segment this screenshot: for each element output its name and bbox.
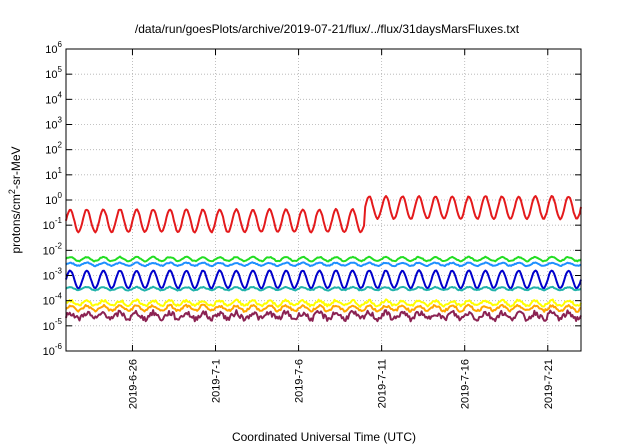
y-tick-label: 10-4 [43,292,63,308]
y-tick-label: 10-2 [43,241,63,257]
x-axis-label: Coordinated Universal Time (UTC) [232,430,416,444]
y-tick-label: 106 [45,40,62,56]
flux-series-line [65,285,582,292]
flux-series-line [65,261,582,268]
y-tick-label: 101 [45,166,62,182]
y-tick-label: 104 [45,90,62,106]
y-tick-label: 100 [45,191,62,207]
flux-series-line [65,298,582,308]
y-axis-ticks: 10-6 10-5 10-4 10-3 10-2 10-1 100 101 102 103 104 1… [43,40,581,358]
flux-series-line [65,195,582,234]
y-tick-label: 10-1 [43,216,63,232]
y-tick-label: 10-3 [43,267,63,283]
y-tick-label: 103 [45,116,62,132]
x-tick-label: 2019-7-6 [294,359,306,403]
flux-series-line [65,255,582,263]
flux-series-line [65,303,582,313]
y-tick-label: 10-6 [43,342,63,358]
y-tick-label: 105 [45,65,62,81]
grid-lines [66,49,581,351]
flux-series-line [65,269,582,290]
series-layer [65,195,582,323]
x-axis-ticks: 2019-6-26 2019-7-1 2019-7-6 2019-7-11 2019-7… [127,49,555,409]
y-axis-label: protons/cm2-sr-MeV [7,146,23,253]
x-tick-label: 2019-7-16 [460,359,472,409]
y-tick-label: 10-5 [43,317,63,333]
x-tick-label: 2019-7-21 [543,359,555,409]
x-tick-label: 2019-7-1 [211,359,223,403]
x-tick-label: 2019-7-11 [377,359,389,408]
y-tick-label: 102 [45,141,62,157]
chart-title: /data/run/goesPlots/archive/2019-07-21/f… [135,22,520,36]
flux-series-line [65,309,582,323]
x-tick-label: 2019-6-26 [127,359,139,409]
